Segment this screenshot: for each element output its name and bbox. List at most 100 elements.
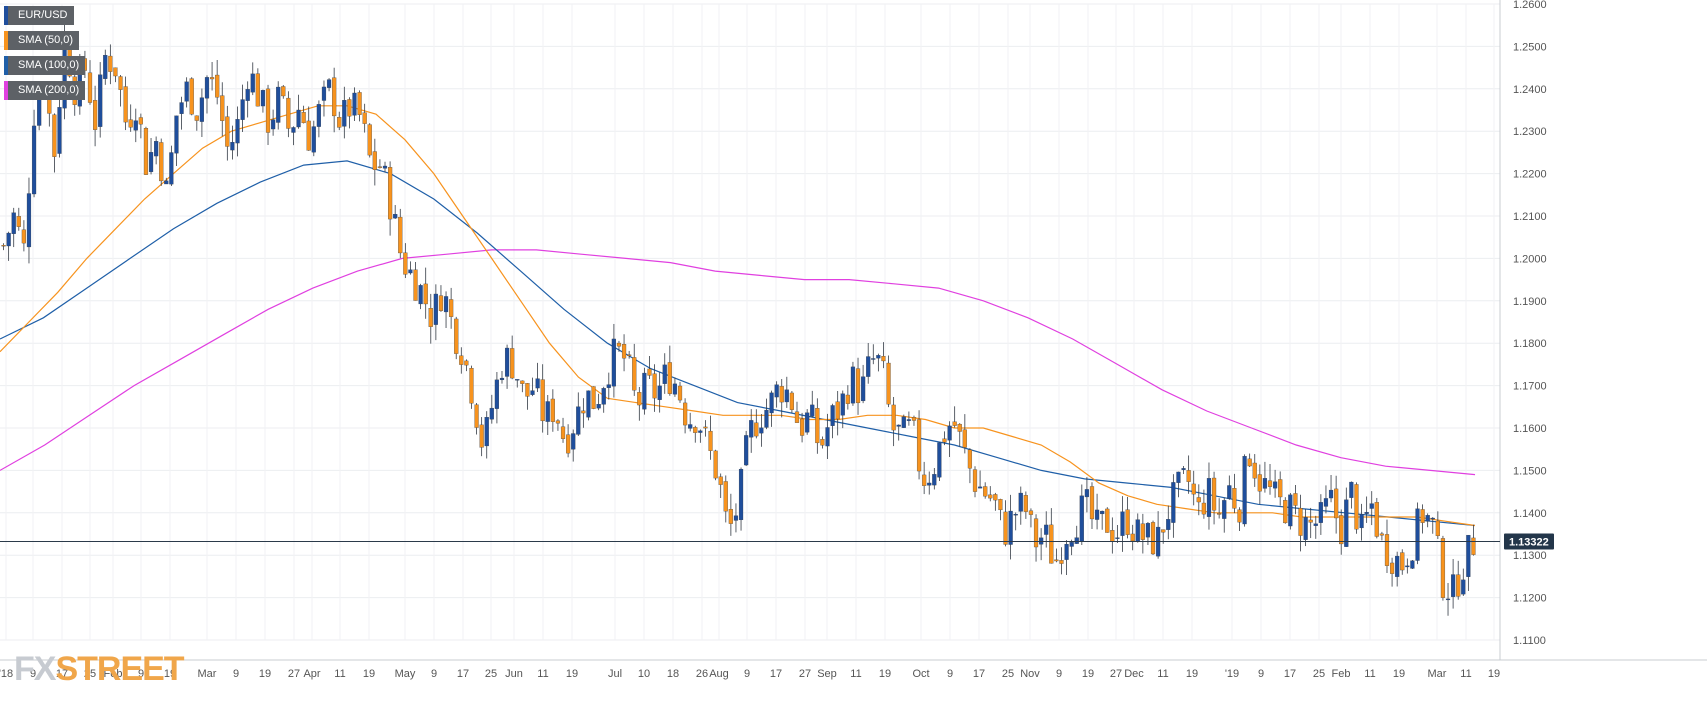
x-tick-label: 19 bbox=[1186, 668, 1198, 680]
candle bbox=[550, 389, 555, 432]
x-tick-label: 10 bbox=[638, 668, 650, 680]
candle bbox=[209, 61, 215, 91]
candle bbox=[978, 470, 983, 489]
candle bbox=[184, 77, 189, 108]
candle bbox=[922, 461, 927, 495]
legend-sma100-label: SMA (100,0) bbox=[18, 59, 80, 71]
candle bbox=[825, 413, 830, 459]
candle bbox=[576, 392, 581, 437]
candle bbox=[520, 380, 525, 393]
y-tick-label: 1.2300 bbox=[1513, 126, 1547, 138]
candle bbox=[423, 267, 428, 319]
candle bbox=[291, 126, 296, 146]
y-tick-label: 1.1900 bbox=[1513, 296, 1547, 308]
x-tick-label: 19 bbox=[1082, 668, 1094, 680]
candle bbox=[428, 293, 433, 344]
candle bbox=[764, 398, 769, 430]
candle bbox=[382, 161, 388, 173]
candle bbox=[601, 386, 606, 413]
candle bbox=[52, 113, 57, 173]
candle bbox=[230, 125, 235, 160]
candle bbox=[545, 394, 550, 436]
legend-sma50: SMA (50,0) bbox=[4, 31, 80, 50]
candle bbox=[1176, 471, 1181, 498]
candle bbox=[393, 205, 398, 220]
candle bbox=[627, 350, 632, 359]
candle bbox=[1217, 498, 1222, 519]
legend-sma200: SMA (200,0) bbox=[4, 81, 86, 100]
candle bbox=[952, 406, 957, 428]
candle bbox=[1237, 507, 1242, 532]
candle bbox=[1196, 484, 1201, 516]
candle bbox=[408, 261, 413, 275]
candle bbox=[103, 49, 108, 85]
candle bbox=[1049, 508, 1054, 564]
x-tick-label: 25 bbox=[485, 668, 497, 680]
y-tick-label: 1.1200 bbox=[1513, 593, 1547, 605]
candle bbox=[728, 493, 733, 536]
y-tick-label: 1.1700 bbox=[1513, 381, 1547, 393]
candle bbox=[418, 283, 423, 310]
y-tick-label: 1.1600 bbox=[1513, 423, 1547, 435]
candle bbox=[489, 394, 494, 424]
candle bbox=[1033, 514, 1039, 562]
candle bbox=[154, 136, 159, 165]
candle bbox=[1028, 508, 1034, 528]
candle bbox=[1227, 475, 1232, 500]
legend-sma100: SMA (100,0) bbox=[4, 56, 86, 75]
x-tick-label: 9 bbox=[431, 668, 437, 680]
candle bbox=[21, 220, 26, 252]
x-tick-label: 9 bbox=[233, 668, 239, 680]
candle bbox=[693, 425, 698, 443]
x-tick-label: 17 bbox=[457, 668, 469, 680]
x-tick-label: 18 bbox=[667, 668, 679, 680]
candle bbox=[474, 403, 479, 435]
candle bbox=[871, 344, 876, 365]
candle bbox=[799, 412, 805, 443]
x-tick-label: 27 bbox=[799, 668, 811, 680]
candle bbox=[988, 486, 993, 502]
candle bbox=[1420, 504, 1425, 534]
candle bbox=[835, 390, 840, 436]
sma50-line bbox=[0, 105, 1476, 527]
y-tick-label: 1.2000 bbox=[1513, 253, 1547, 265]
candle bbox=[713, 449, 718, 481]
candle bbox=[1451, 559, 1456, 609]
candle bbox=[352, 87, 357, 122]
candle bbox=[571, 429, 576, 462]
candle bbox=[1008, 494, 1013, 560]
candle bbox=[1003, 500, 1008, 547]
candle bbox=[530, 377, 535, 397]
x-tick-label: 19 bbox=[879, 668, 891, 680]
candle bbox=[845, 385, 850, 410]
candle bbox=[744, 430, 749, 467]
candle bbox=[1171, 474, 1176, 538]
candle bbox=[316, 100, 321, 138]
x-tick-label: 11 bbox=[334, 668, 345, 680]
candle bbox=[1018, 486, 1023, 525]
candle bbox=[87, 60, 93, 105]
candle bbox=[1278, 471, 1283, 506]
x-tick-label: 11 bbox=[850, 668, 861, 680]
y-tick-label: 1.1800 bbox=[1513, 338, 1547, 350]
candle bbox=[220, 82, 225, 137]
candle bbox=[652, 364, 657, 412]
x-tick-label: 26 bbox=[696, 668, 708, 680]
candle bbox=[1222, 497, 1227, 533]
y-tick-label: 1.2200 bbox=[1513, 169, 1547, 181]
candle bbox=[1435, 511, 1440, 540]
x-tick-label: 19 bbox=[1393, 668, 1405, 680]
x-tick-label: Apr bbox=[303, 668, 320, 680]
candle bbox=[133, 108, 138, 143]
candle bbox=[332, 67, 337, 133]
candle bbox=[1059, 547, 1064, 575]
candle bbox=[1461, 568, 1466, 596]
x-tick-label: Mar bbox=[198, 668, 217, 680]
candle bbox=[1405, 558, 1410, 574]
x-tick-label: 17 bbox=[973, 668, 985, 680]
candle bbox=[789, 390, 794, 413]
candle bbox=[204, 75, 210, 114]
candle bbox=[372, 138, 377, 186]
candle bbox=[164, 177, 169, 185]
candle bbox=[271, 109, 276, 136]
